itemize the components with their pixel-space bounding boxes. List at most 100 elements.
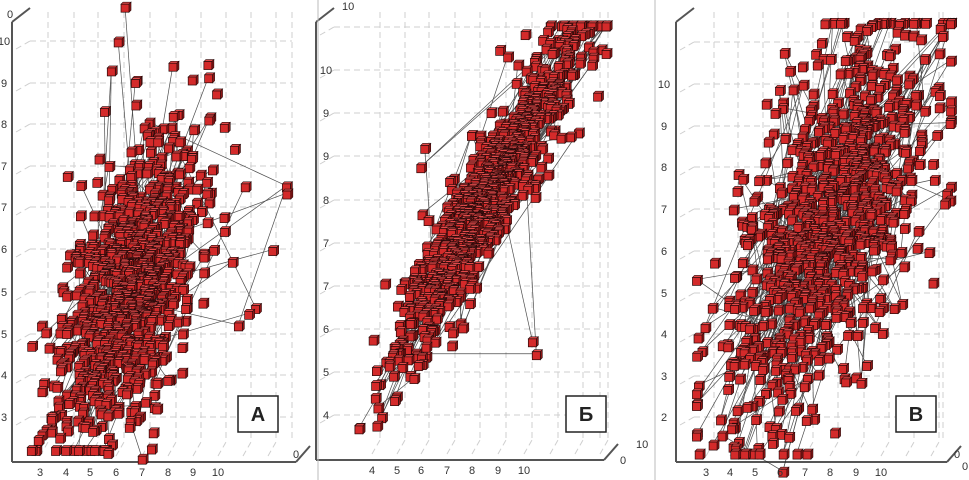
cube-front xyxy=(41,329,51,339)
data-point xyxy=(126,146,138,158)
data-point xyxy=(103,447,115,460)
grid-line-diagonal xyxy=(15,82,31,92)
data-point xyxy=(172,316,185,328)
cube-front xyxy=(495,47,504,56)
data-point xyxy=(207,164,220,176)
data-point xyxy=(61,290,74,302)
cube-front xyxy=(227,258,237,268)
cube-front xyxy=(113,38,123,48)
cube-front xyxy=(51,447,60,456)
data-point xyxy=(186,152,199,165)
data-point xyxy=(148,427,160,439)
data-point xyxy=(174,168,187,180)
cube-front xyxy=(142,169,152,179)
data-point xyxy=(61,327,74,340)
cube-front xyxy=(33,437,43,446)
cube-front xyxy=(94,155,104,165)
data-point xyxy=(157,340,170,353)
cube-front xyxy=(203,61,213,70)
cube-front xyxy=(168,62,178,72)
cube-front xyxy=(187,76,197,86)
cube-front xyxy=(199,253,209,263)
data-point xyxy=(33,434,45,447)
cube-front xyxy=(64,400,74,409)
cube-front xyxy=(177,344,187,353)
panel-label: А xyxy=(251,404,265,426)
data-point xyxy=(502,51,515,63)
cube-front xyxy=(62,173,72,182)
cube-front xyxy=(122,390,131,400)
data-point xyxy=(175,136,187,148)
cube-front xyxy=(520,31,530,41)
data-point xyxy=(601,47,613,60)
grid-line-diagonal xyxy=(319,26,335,36)
data-point xyxy=(547,47,559,60)
cube-front xyxy=(153,138,163,148)
data-point xyxy=(52,381,64,394)
data-point xyxy=(130,76,143,89)
cube-front xyxy=(195,171,205,181)
data-point xyxy=(219,121,231,134)
panel-label-badge: А xyxy=(237,395,279,433)
cube-front xyxy=(282,190,292,200)
data-points xyxy=(26,1,294,465)
link-line xyxy=(237,185,287,326)
grid-line-diagonal xyxy=(371,439,381,455)
cube-front xyxy=(74,258,84,268)
data-point xyxy=(203,58,215,71)
data-point xyxy=(152,403,164,415)
data-point xyxy=(103,410,115,422)
depth-axis-right xyxy=(295,445,311,463)
cube-front xyxy=(44,344,54,354)
cube-front xyxy=(511,80,521,89)
cube-front xyxy=(212,90,221,100)
cube-front xyxy=(120,3,130,13)
cube-front xyxy=(131,101,141,111)
data-point xyxy=(188,124,201,136)
data-point xyxy=(89,210,101,222)
data-point xyxy=(177,367,189,379)
cube-front xyxy=(106,67,116,77)
data-point xyxy=(177,328,190,340)
data-point xyxy=(233,320,246,332)
cube-front xyxy=(55,434,65,444)
y-tick-label: 3 xyxy=(1,412,7,424)
y-tick-label: 7 xyxy=(1,161,7,173)
grid-line-diagonal xyxy=(15,123,31,133)
grid-line-diagonal xyxy=(242,441,252,457)
cube-front xyxy=(113,409,123,419)
grid-line-diagonal xyxy=(599,439,609,455)
data-point xyxy=(146,443,159,455)
cube-front xyxy=(147,445,156,455)
cube-front xyxy=(61,447,70,456)
data-point xyxy=(74,267,87,279)
grid-line-diagonal xyxy=(574,439,584,455)
data-point xyxy=(87,425,100,438)
data-point xyxy=(227,256,239,269)
cube-front xyxy=(202,190,212,200)
data-point xyxy=(64,397,76,410)
cube-front xyxy=(72,291,81,301)
cube-front xyxy=(62,263,71,273)
x-tick-label: 9 xyxy=(190,467,196,479)
grid-line-diagonal xyxy=(420,439,430,455)
y-tick-label: 7 xyxy=(1,202,7,214)
cube-front xyxy=(47,416,56,425)
data-point xyxy=(229,143,242,156)
data-point xyxy=(163,319,175,332)
cube-front xyxy=(177,369,187,379)
data-point xyxy=(46,413,59,426)
cube-front xyxy=(26,447,36,456)
cube-front xyxy=(192,185,202,195)
data-point xyxy=(168,110,180,123)
data-point xyxy=(99,105,112,118)
data-point xyxy=(113,407,125,420)
x-tick-label: 10 xyxy=(212,467,224,479)
cube-front xyxy=(189,126,199,136)
data-point xyxy=(87,229,100,241)
cube-front xyxy=(90,447,99,456)
cube-front xyxy=(575,59,585,69)
cube-front xyxy=(37,388,47,398)
